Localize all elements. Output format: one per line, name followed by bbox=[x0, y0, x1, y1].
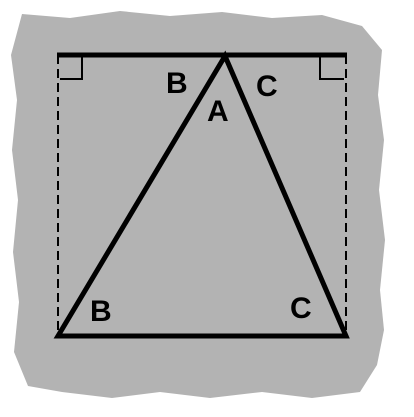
right-right-angle-marker bbox=[319, 57, 344, 80]
torn-paper-background bbox=[11, 11, 385, 398]
label-top-left-angle: B bbox=[166, 67, 188, 100]
triangle bbox=[53, 50, 350, 339]
label-bottom-left-angle: B bbox=[90, 295, 112, 328]
label-bottom-right-angle: C bbox=[290, 292, 312, 325]
left-right-angle-marker bbox=[60, 57, 83, 80]
label-top-right-angle: C bbox=[256, 70, 278, 103]
label-apex-angle: A bbox=[207, 95, 229, 128]
